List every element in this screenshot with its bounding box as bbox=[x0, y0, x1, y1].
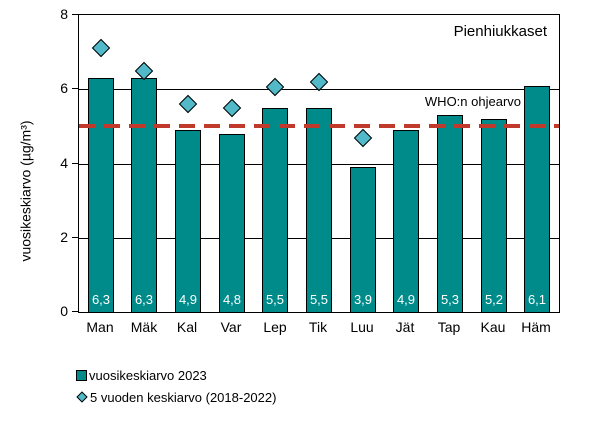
diamond-marker bbox=[178, 94, 198, 114]
legend-item-diamonds: 5 vuoden keskiarvo (2018-2022) bbox=[76, 386, 276, 408]
bar bbox=[262, 108, 288, 312]
y-axis-tick bbox=[72, 14, 78, 15]
y-tick-label: 6 bbox=[60, 80, 68, 96]
y-axis-tick bbox=[72, 163, 78, 164]
bar bbox=[175, 130, 201, 312]
bar-value-label: 6,1 bbox=[527, 292, 547, 307]
who-reference-line bbox=[79, 124, 559, 128]
who-reference-label: WHO:n ohjearvo bbox=[424, 94, 521, 109]
bar bbox=[131, 78, 157, 312]
diamond-marker bbox=[91, 38, 111, 58]
diamond-series-swatch-icon bbox=[76, 391, 88, 403]
bar bbox=[437, 115, 463, 312]
bar-value-label: 5,2 bbox=[484, 292, 504, 307]
category-label: Man bbox=[86, 319, 114, 335]
bar-value-label: 5,3 bbox=[440, 292, 460, 307]
category-label: Mäk bbox=[130, 319, 158, 335]
category-label: Lep bbox=[263, 319, 287, 335]
bar bbox=[306, 108, 332, 312]
chart-title: Pienhiukkaset bbox=[453, 23, 547, 40]
bar bbox=[350, 167, 376, 312]
bar-value-label: 3,9 bbox=[353, 292, 373, 307]
legend-label-bars: vuosikeskiarvo 2023 bbox=[89, 367, 207, 383]
bar bbox=[219, 134, 245, 312]
bar-value-label: 6,3 bbox=[91, 292, 111, 307]
category-label: Tap bbox=[437, 319, 461, 335]
bar-value-label: 6,3 bbox=[134, 292, 154, 307]
category-label: Tik bbox=[308, 319, 328, 335]
y-tick-label: 4 bbox=[60, 155, 68, 171]
category-label: Häm bbox=[521, 319, 551, 335]
y-tick-label: 2 bbox=[60, 229, 68, 245]
bar bbox=[88, 78, 114, 312]
bar bbox=[393, 130, 419, 312]
legend-item-bars: vuosikeskiarvo 2023 bbox=[76, 364, 276, 386]
diamond-marker bbox=[265, 77, 285, 97]
bar-value-label: 4,9 bbox=[178, 292, 198, 307]
bar bbox=[524, 86, 550, 312]
bar-series-swatch-icon bbox=[76, 369, 87, 381]
bar-value-label: 5,5 bbox=[309, 292, 329, 307]
category-label: Luu bbox=[350, 319, 374, 335]
y-tick-label: 8 bbox=[60, 6, 68, 22]
y-axis-tick bbox=[72, 311, 78, 312]
category-label: Kal bbox=[176, 319, 198, 335]
y-tick-label: 0 bbox=[60, 303, 68, 319]
bar-value-label: 4,9 bbox=[396, 292, 416, 307]
bar bbox=[481, 119, 507, 312]
y-axis-tick bbox=[72, 237, 78, 238]
y-axis-tick bbox=[72, 88, 78, 89]
category-label: Kau bbox=[480, 319, 506, 335]
legend-label-diamonds: 5 vuoden keskiarvo (2018-2022) bbox=[90, 389, 277, 405]
plot-area: Pienhiukkaset WHO:n ohjearvo 6,3 6,3 4,9 4,… bbox=[78, 14, 560, 313]
legend: vuosikeskiarvo 2023 5 vuoden keskiarvo (… bbox=[76, 364, 276, 408]
bar-value-label: 4,8 bbox=[222, 292, 242, 307]
category-label: Var bbox=[220, 319, 242, 335]
category-label: Jät bbox=[395, 319, 415, 335]
bar-value-label: 5,5 bbox=[265, 292, 285, 307]
diamond-marker bbox=[353, 128, 373, 148]
diamond-marker bbox=[222, 98, 242, 118]
